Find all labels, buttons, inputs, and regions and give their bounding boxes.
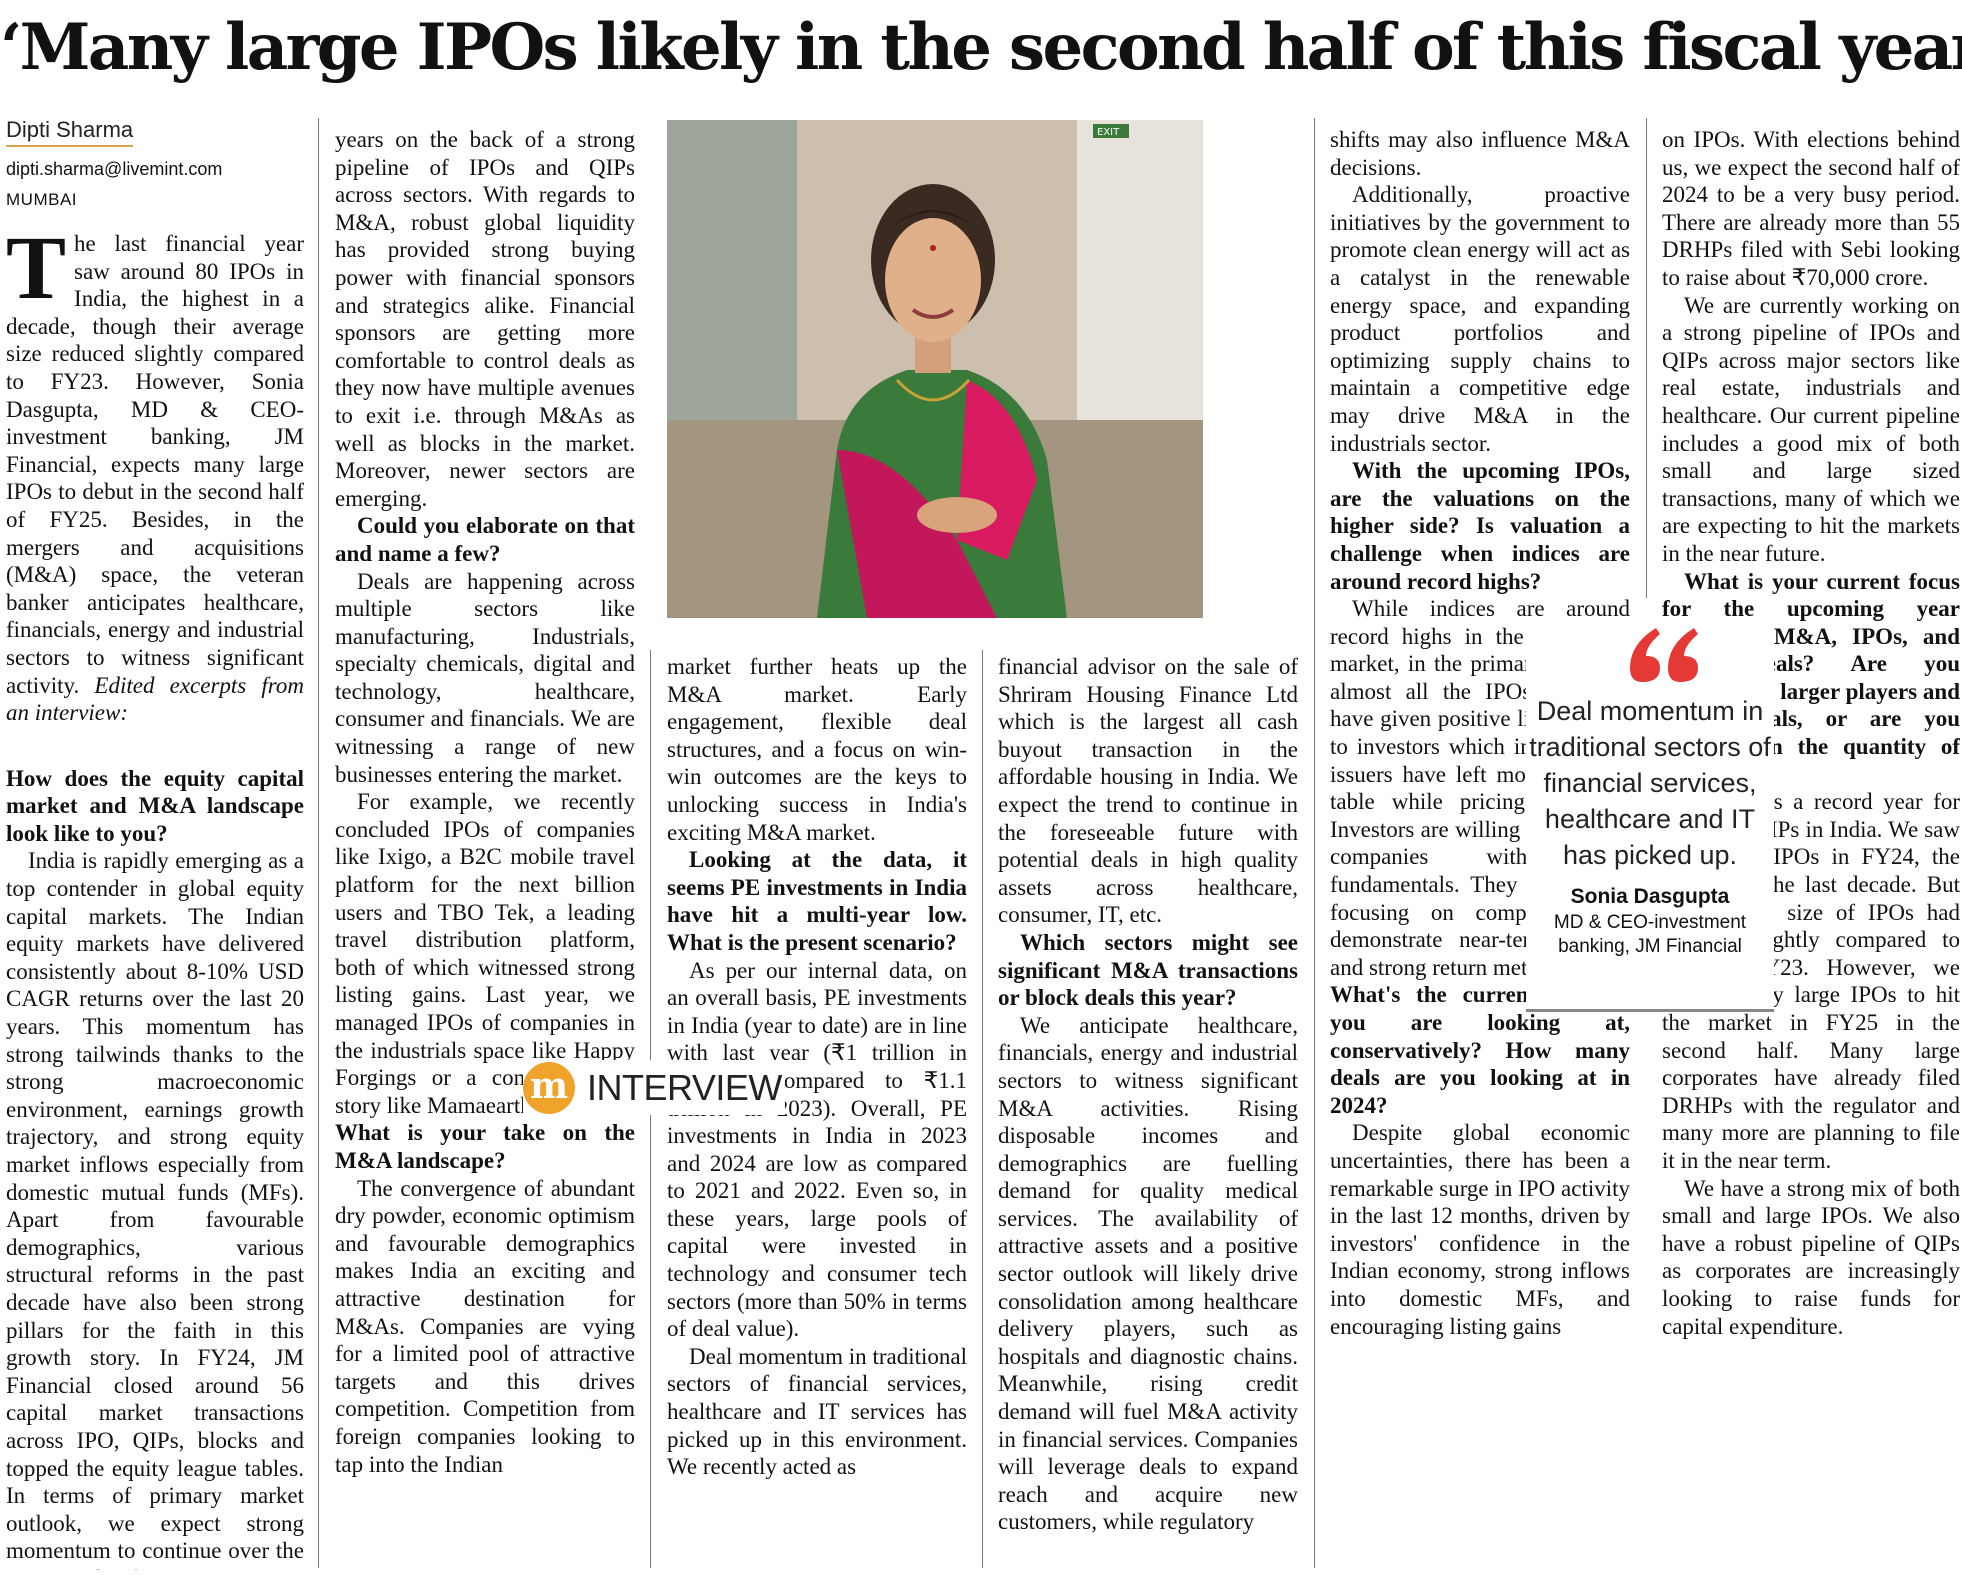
pull-quote-role: MD & CEO-investment banking, JM Financia… xyxy=(1553,912,1747,957)
answer-paragraph: Deal momentum in traditional sectors of … xyxy=(667,1343,967,1480)
article-column-5: shifts may also influence M&A decisions.… xyxy=(1330,126,1630,1570)
column-rule xyxy=(982,650,983,1568)
interview-tag: m INTERVIEW xyxy=(523,1060,785,1115)
answer-paragraph: As per our internal data, on an overall … xyxy=(667,957,967,1342)
question: Could you elaborate on that and name a f… xyxy=(335,513,635,566)
question: How does the equity capital market and M… xyxy=(6,765,304,846)
pull-quote-name: Sonia Dasgupta xyxy=(1570,885,1730,908)
answer-paragraph: financial advisor on the sale of Shriram… xyxy=(998,654,1298,928)
mint-logo-icon: m xyxy=(523,1061,575,1114)
answer-paragraph: India is rapidly emerging as a top conte… xyxy=(6,848,304,1570)
author-name: Dipti Sharma xyxy=(6,117,134,147)
interview-label: INTERVIEW xyxy=(587,1066,782,1108)
question: With the upcoming IPOs, are the valuatio… xyxy=(1330,458,1630,594)
answer-paragraph: Additionally, proactive initiatives by t… xyxy=(1330,182,1630,456)
answer-paragraph: We have a strong mix of both small and l… xyxy=(1662,1175,1960,1339)
column-rule xyxy=(1646,118,1647,598)
answer-paragraph: The convergence of abundant dry powder, … xyxy=(335,1175,635,1477)
byline: Dipti Sharma dipti.sharma@livemint.com M… xyxy=(6,117,306,210)
answer-paragraph: Deals are happening across multiple sect… xyxy=(335,568,635,787)
headline: ‘Many large IPOs likely in the second ha… xyxy=(0,10,1962,85)
pull-quote: Deal momentum in traditional sectors of … xyxy=(1526,624,1774,1012)
question: Looking at the data, it seems PE investm… xyxy=(667,847,967,955)
question: What is your take on the M&A landscape? xyxy=(335,1120,635,1173)
article-column-4: financial advisor on the sale of Shriram… xyxy=(998,653,1298,1570)
answer-paragraph: years on the back of a strong pipeline o… xyxy=(335,127,635,511)
portrait-photo: EXIT xyxy=(667,120,1203,618)
dateline: MUMBAI xyxy=(6,190,77,209)
author-email[interactable]: dipti.sharma@livemint.com xyxy=(6,159,223,179)
portrait-illustration: EXIT xyxy=(667,120,1203,618)
question: What's the current pipeline you are look… xyxy=(1330,982,1630,1118)
drop-cap: T xyxy=(6,230,67,318)
column-rule xyxy=(1314,118,1315,1568)
column-rule xyxy=(318,118,319,1568)
quote-mark-icon xyxy=(1630,628,1698,682)
intro-note: Edited excerpts from an interview: xyxy=(6,672,304,726)
question: Which sectors might see significant M&A … xyxy=(998,929,1298,1011)
answer-paragraph: We anticipate healthcare, financials, en… xyxy=(998,1012,1298,1535)
svg-text:EXIT: EXIT xyxy=(1097,127,1120,138)
answer-paragraph: shifts may also influence M&A decisions. xyxy=(1330,127,1630,180)
answer-paragraph: on IPOs. With elections behind us, we ex… xyxy=(1662,127,1960,290)
article-column-2: years on the back of a strong pipeline o… xyxy=(335,126,635,1570)
answer-paragraph: market further heats up the M&A market. … xyxy=(667,654,967,845)
pull-quote-text: Deal momentum in traditional sectors of … xyxy=(1529,696,1771,870)
answer-paragraph: We are currently working on a strong pip… xyxy=(1662,292,1960,566)
answer-paragraph: Despite global economic uncertainties, t… xyxy=(1330,1120,1630,1339)
